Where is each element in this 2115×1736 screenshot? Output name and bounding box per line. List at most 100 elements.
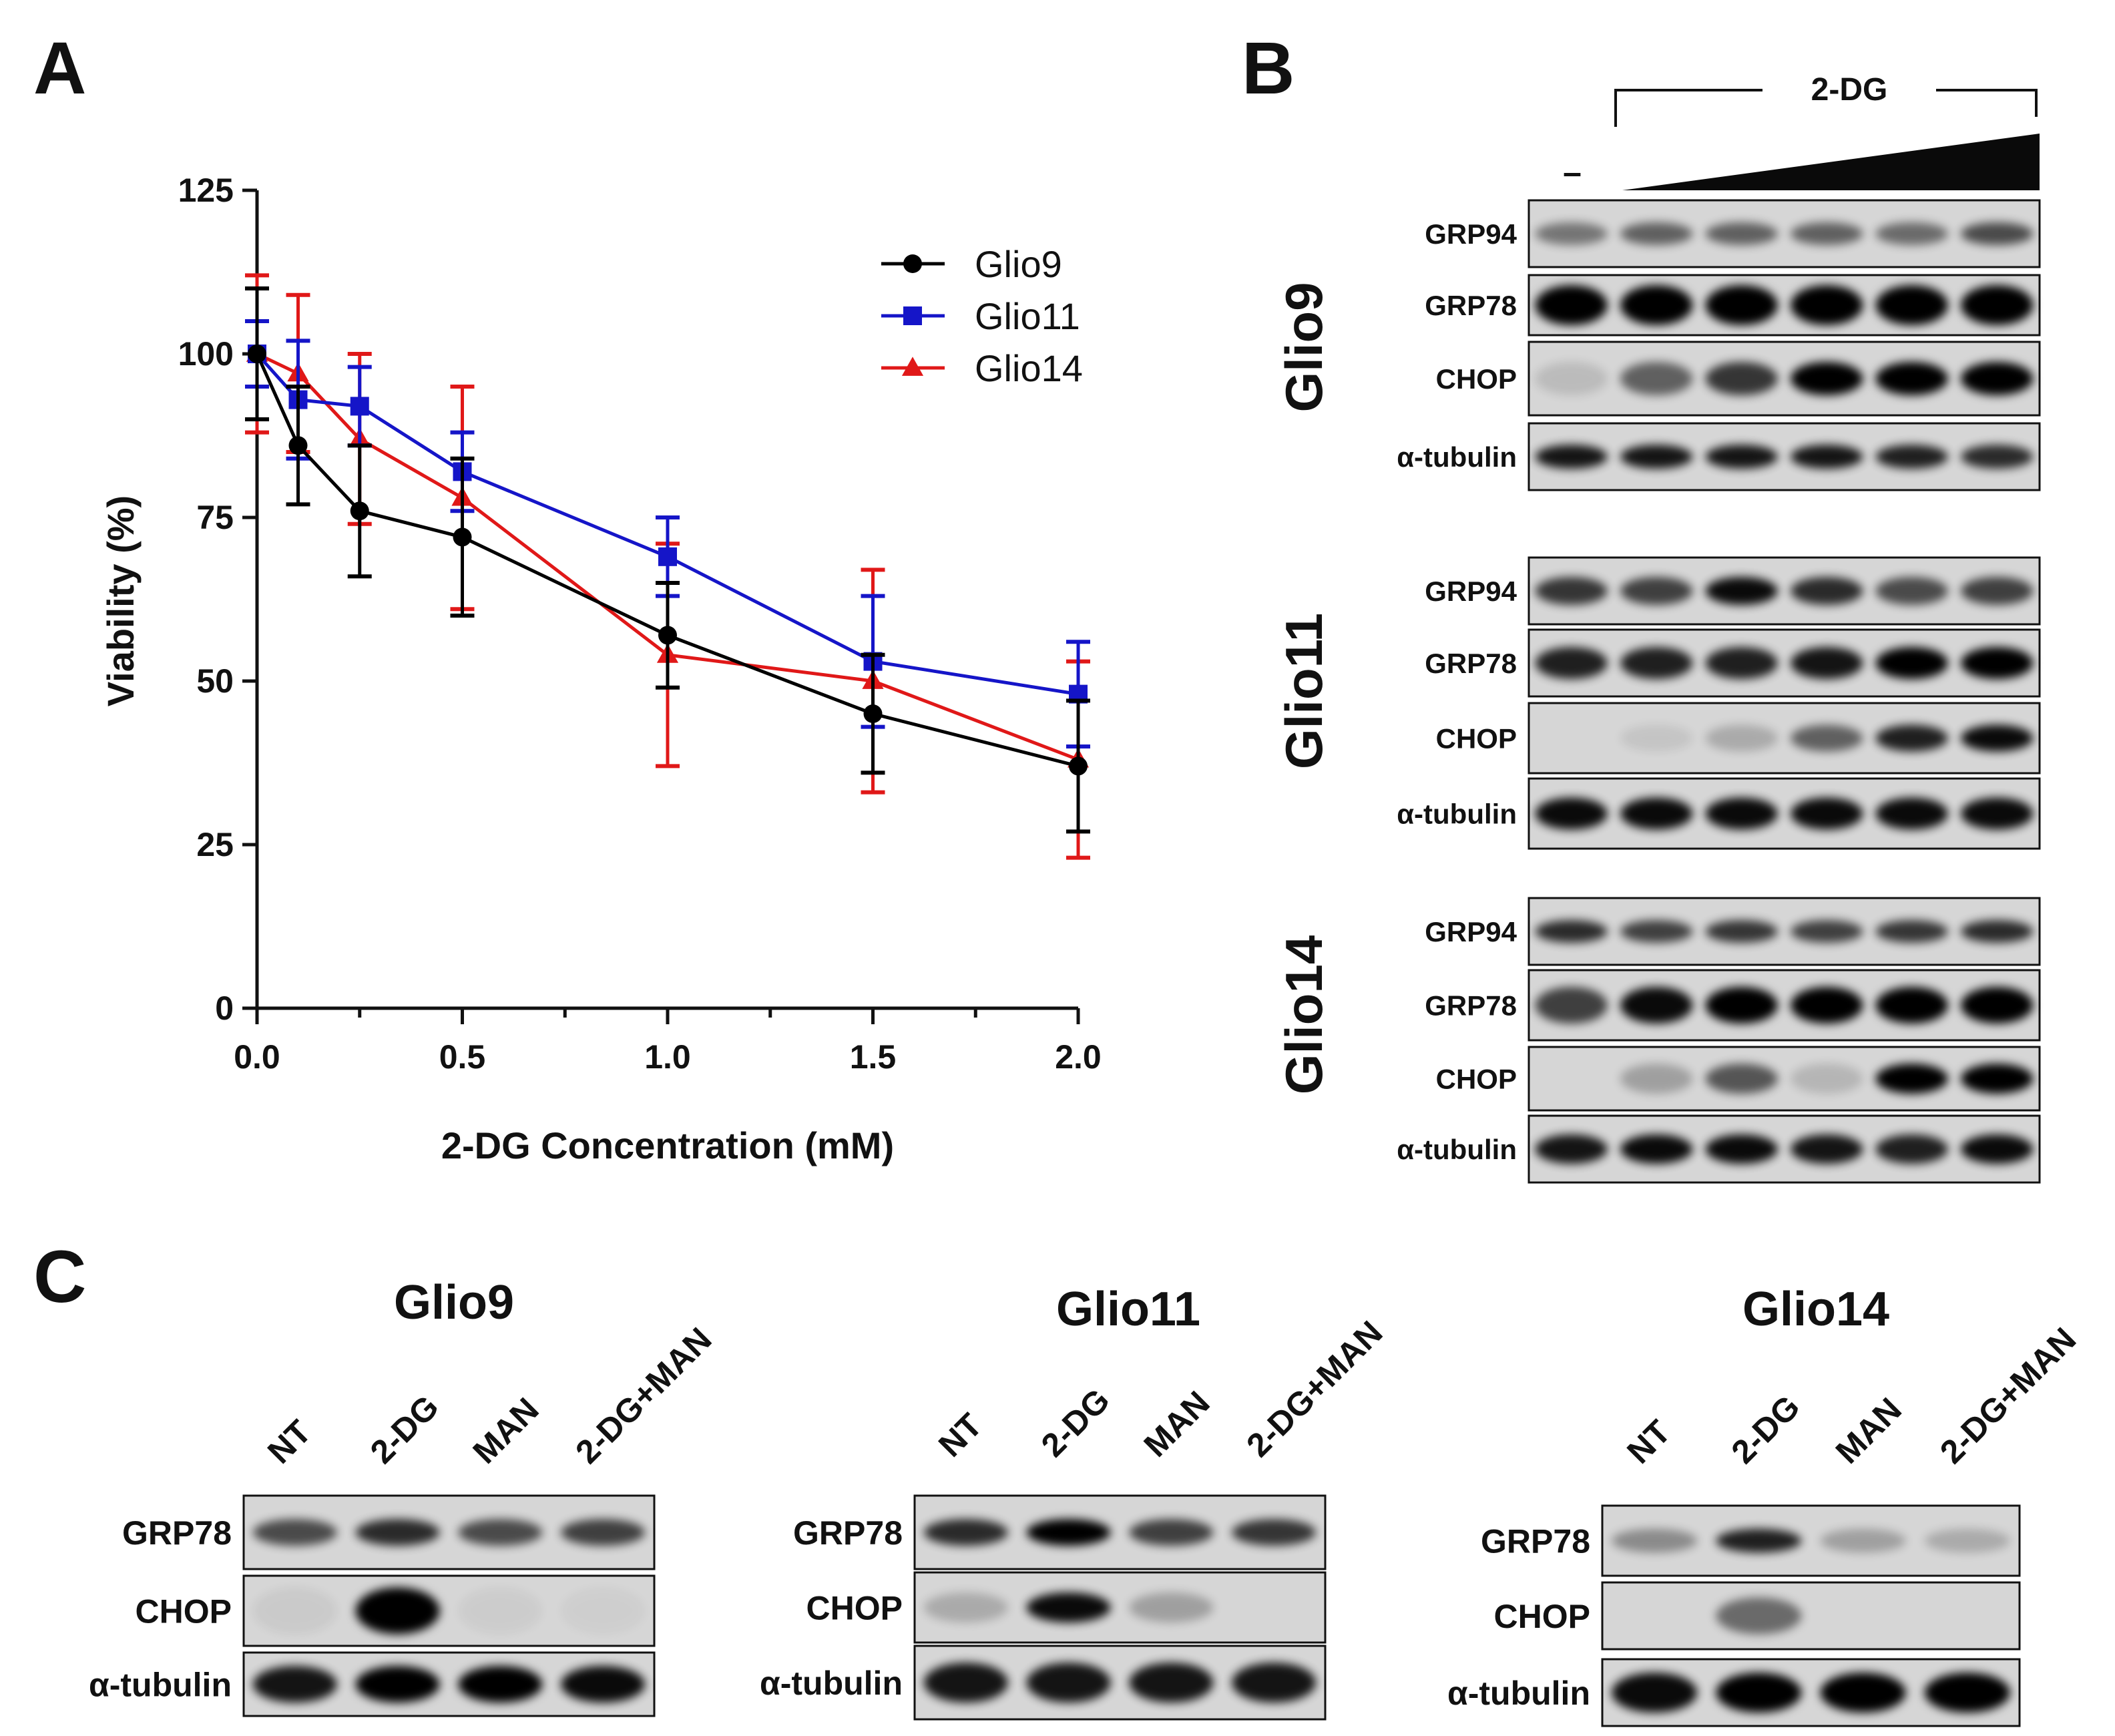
- blot-title: Glio9: [394, 1276, 514, 1329]
- blot-strip: [1528, 628, 2041, 698]
- legend-entry-glio9: Glio9: [881, 243, 1062, 285]
- band: [1535, 920, 1608, 943]
- blot-groups: Glio9GRP94GRP78CHOPα-tubulinGlio11GRP94G…: [1274, 199, 2041, 1184]
- band-label: α-tubulin: [760, 1665, 903, 1702]
- y-tick-label: 50: [196, 662, 234, 700]
- band-label: GRP78: [1425, 290, 1517, 321]
- data-point: [863, 704, 883, 723]
- blot-strip: [1528, 897, 2041, 966]
- band-label: GRP78: [122, 1514, 232, 1552]
- band: [1875, 797, 1948, 830]
- band: [1820, 1528, 1906, 1553]
- lane-label: NT: [260, 1413, 318, 1471]
- band: [1620, 1134, 1693, 1164]
- panel-label-b: B: [1242, 27, 1295, 110]
- band: [1716, 1673, 1802, 1713]
- band: [1791, 577, 1863, 605]
- data-point: [350, 397, 369, 416]
- band: [1791, 647, 1863, 679]
- band: [923, 1592, 1008, 1622]
- band: [1535, 577, 1608, 605]
- blot-row: CHOP: [1436, 702, 2041, 775]
- panel-b: B 2-DG – Glio9GRP94GRP78CHOPα-tubulinGli…: [1242, 27, 2041, 1184]
- lane-label: NT: [931, 1406, 989, 1464]
- band: [1535, 445, 1608, 469]
- band: [1961, 1064, 2034, 1094]
- band: [561, 1519, 646, 1546]
- y-ticks: 0 25 50 75 100 125: [178, 172, 257, 1027]
- band: [1620, 577, 1693, 605]
- band: [1129, 1663, 1214, 1703]
- treatment-label: 2-DG: [1811, 72, 1888, 107]
- band: [1716, 1597, 1802, 1635]
- blot-row: α-tubulin: [1397, 422, 2041, 491]
- blot-strip: [1528, 274, 2041, 337]
- x-axis-label: 2-DG Concentration (mM): [441, 1124, 894, 1166]
- band: [1535, 647, 1608, 679]
- blot-strip: [1528, 422, 2041, 491]
- band: [1232, 1663, 1317, 1703]
- blot-strip: [1528, 777, 2041, 850]
- band: [1535, 362, 1608, 395]
- band: [1961, 1134, 2034, 1164]
- band: [1791, 920, 1863, 943]
- panel-label-c: C: [33, 1236, 86, 1318]
- blot-row: α-tubulin: [89, 1651, 656, 1717]
- y-tick-label: 125: [178, 172, 234, 209]
- band-label: GRP78: [1481, 1523, 1590, 1560]
- band: [1705, 647, 1778, 679]
- band: [1026, 1663, 1111, 1703]
- band: [1620, 285, 1693, 325]
- cell-line-label: Glio14: [1274, 935, 1333, 1094]
- panel-a: A 0 25 50 75 100 125 0.0 0.5 1.0 1.5 2.0 Viabilit…: [33, 27, 1102, 1166]
- blot-strip: [1601, 1581, 2021, 1651]
- legend-label: Glio9: [975, 243, 1062, 285]
- blot-row: GRP78: [1425, 274, 2041, 337]
- blot-row: CHOP: [1494, 1581, 2021, 1651]
- band: [1535, 285, 1608, 325]
- band: [1875, 647, 1948, 679]
- band: [1620, 647, 1693, 679]
- legend-label: Glio14: [975, 347, 1083, 389]
- band-label: α-tubulin: [1397, 441, 1517, 473]
- band: [1875, 285, 1948, 325]
- band: [1705, 222, 1778, 245]
- band: [1026, 1592, 1111, 1622]
- band-label: CHOP: [806, 1590, 903, 1627]
- blot-strip: [1528, 341, 2041, 417]
- band: [252, 1666, 337, 1703]
- band: [1620, 362, 1693, 395]
- x-tick-label: 0.5: [439, 1038, 486, 1076]
- band: [355, 1587, 440, 1635]
- band-label: GRP78: [1425, 990, 1517, 1022]
- band: [1875, 577, 1948, 605]
- band-label: α-tubulin: [1397, 1134, 1517, 1165]
- blot-group-c-glio14: Glio14 NT 2-DG MAN 2-DG+MAN GRP78 CHOP α-tubuli…: [1447, 1283, 2083, 1727]
- blot-row: GRP78: [1425, 969, 2041, 1042]
- band: [1535, 222, 1608, 245]
- blot-row: GRP94: [1425, 199, 2041, 268]
- band: [1791, 724, 1863, 752]
- band: [1535, 1134, 1608, 1164]
- y-tick-label: 75: [196, 499, 234, 536]
- band: [1961, 797, 2034, 830]
- band: [1620, 797, 1693, 830]
- x-tick-label: 0.0: [234, 1038, 280, 1076]
- band: [1129, 1519, 1214, 1546]
- band-label: GRP94: [1425, 218, 1517, 250]
- lane-label: MAN: [1829, 1391, 1909, 1471]
- blot-row: α-tubulin: [1397, 1114, 2041, 1184]
- band-label: CHOP: [1436, 363, 1517, 395]
- band: [1620, 987, 1693, 1024]
- blot-row: GRP78: [122, 1494, 656, 1570]
- blot-strip: [1528, 969, 2041, 1042]
- lane-label: 2-DG: [1724, 1388, 1807, 1471]
- band: [1232, 1519, 1317, 1546]
- band: [1875, 1064, 1948, 1094]
- data-point: [453, 527, 472, 547]
- blot-row: CHOP: [806, 1571, 1327, 1644]
- band-label: CHOP: [1494, 1598, 1590, 1635]
- band: [1705, 724, 1778, 752]
